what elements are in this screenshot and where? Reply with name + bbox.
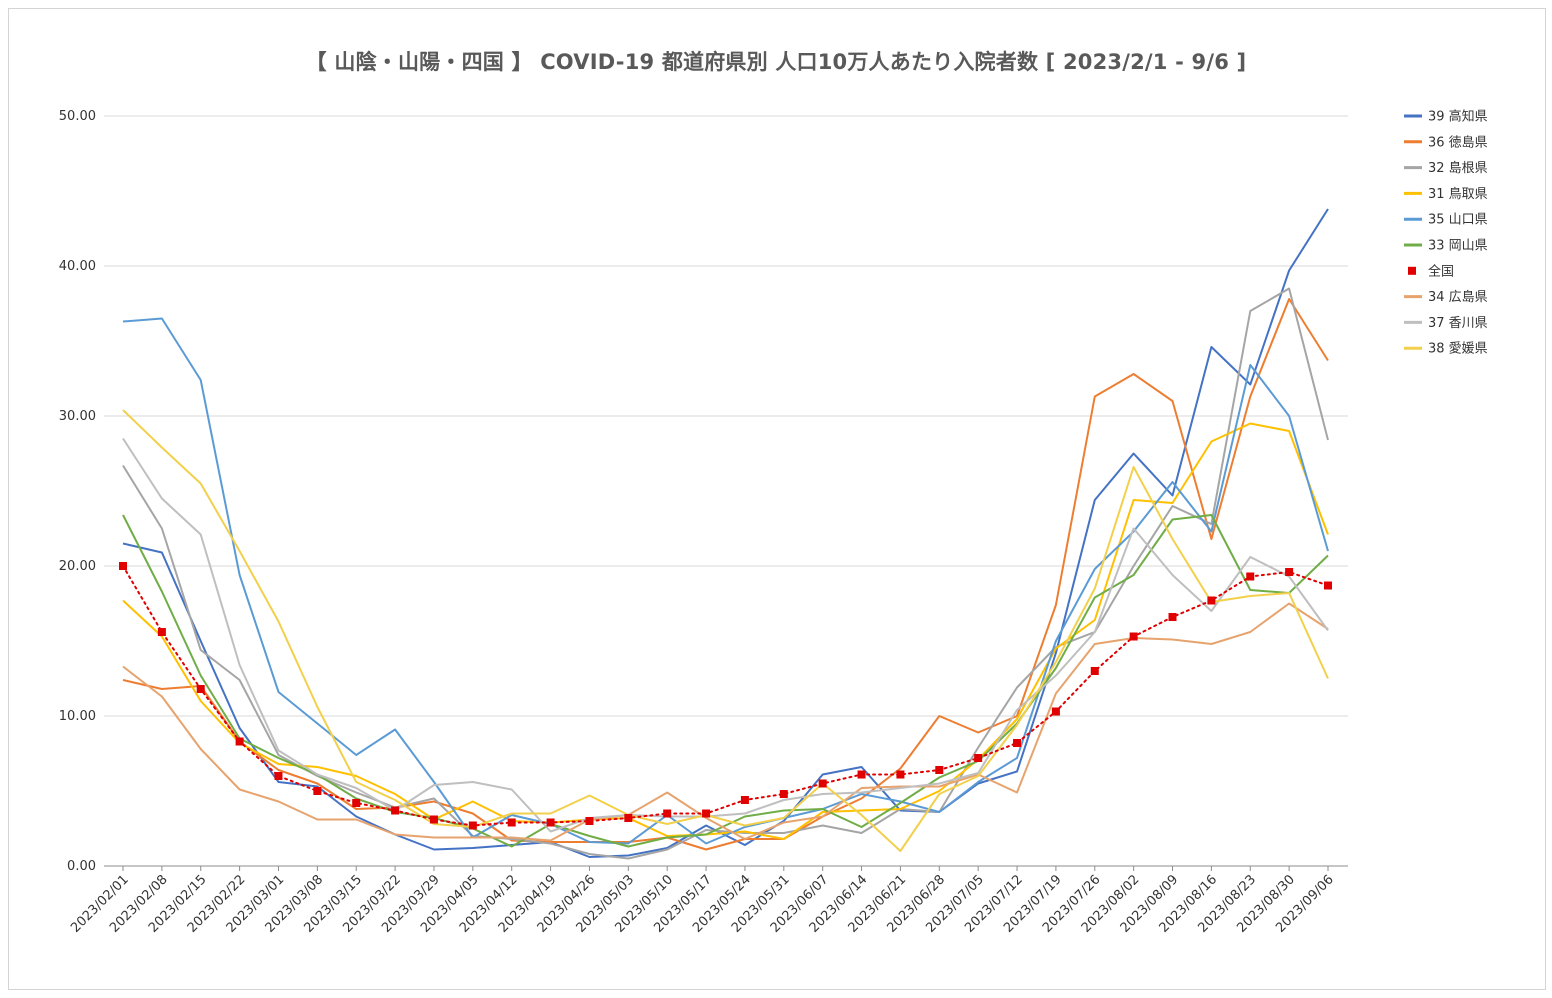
data-point-marker (1013, 739, 1022, 747)
legend-item: 32 島根県 (1404, 161, 1488, 176)
series-line (122, 208, 1329, 858)
data-point-marker (1285, 568, 1294, 576)
data-point-marker (663, 809, 672, 818)
legend-item: 36 徳島県 (1404, 135, 1488, 150)
series-line (122, 422, 1329, 840)
data-point-marker (468, 821, 477, 830)
series-5 (122, 514, 1329, 848)
legend-item: 33 岡山県 (1404, 239, 1488, 254)
legend-item: 31 鳥取県 (1404, 187, 1488, 202)
data-point-marker (352, 799, 361, 807)
series-4 (122, 317, 1329, 845)
data-point-marker (624, 814, 633, 822)
series-2 (122, 287, 1329, 860)
legend-label: 38 愛媛県 (1428, 342, 1488, 357)
data-point-marker (1246, 572, 1255, 581)
data-point-marker (1090, 667, 1099, 675)
data-point-marker (1207, 596, 1216, 605)
legend-marker (1408, 266, 1416, 275)
series-3 (122, 422, 1329, 840)
data-point-marker (274, 772, 283, 780)
legend-label: 37 香川県 (1428, 316, 1488, 331)
series-line (122, 602, 1329, 842)
data-point-marker (740, 796, 749, 804)
legend-label: 34 広島県 (1428, 290, 1488, 305)
legend-label: 31 鳥取県 (1428, 187, 1488, 202)
legend-item: 全国 (1408, 263, 1454, 279)
legend-label: 35 山口県 (1428, 213, 1488, 228)
y-tick-label: 30.00 (59, 409, 96, 424)
legend-label: 33 岡山県 (1428, 239, 1488, 254)
y-tick-label: 10.00 (59, 709, 96, 724)
series-7 (122, 602, 1329, 842)
data-point-marker (1168, 613, 1177, 621)
data-point-marker (585, 817, 594, 825)
gridlines (104, 115, 1348, 867)
series-line (122, 437, 1329, 833)
series-lines (119, 208, 1332, 860)
series-line (122, 287, 1329, 860)
data-point-marker (779, 790, 788, 798)
data-point-marker (429, 815, 438, 824)
y-tick-label: 0.00 (67, 859, 96, 874)
chart-title: 【 山陰・山陽・四国 】 COVID-19 都道府県別 人口10万人あたり入院者… (305, 50, 1247, 74)
legend-item: 39 高知県 (1404, 109, 1488, 125)
data-point-marker (1129, 632, 1138, 641)
data-point-marker (507, 818, 516, 827)
series-line-national (122, 565, 1329, 827)
y-axis-ticks: 0.00 10.00 20.00 30.00 40.00 50.00 (59, 109, 96, 874)
legend-label: 全国 (1428, 263, 1454, 279)
legend-item: 38 愛媛県 (1404, 342, 1488, 357)
series-line (122, 514, 1329, 848)
series-8 (122, 437, 1329, 833)
series-6 (119, 562, 1332, 830)
series-line (122, 409, 1329, 852)
legend-label: 39 高知県 (1428, 109, 1488, 125)
data-point-marker (196, 685, 205, 693)
x-axis-ticks: 2023/02/012023/02/082023/02/152023/02/22… (68, 866, 1337, 936)
data-point-marker (974, 754, 983, 762)
data-point-marker (896, 770, 905, 779)
data-point-marker (235, 737, 244, 746)
series-1 (122, 298, 1329, 851)
legend-label: 32 島根県 (1428, 161, 1488, 176)
series-line (122, 298, 1329, 851)
data-point-marker (391, 806, 400, 815)
legend-item: 35 山口県 (1404, 213, 1488, 228)
series-0 (122, 208, 1329, 858)
data-point-marker (1324, 581, 1332, 590)
data-point-marker (935, 766, 944, 774)
legend-label: 36 徳島県 (1428, 135, 1488, 150)
data-point-marker (818, 779, 827, 788)
data-point-marker (119, 562, 127, 570)
data-point-marker (313, 787, 322, 795)
data-point-marker (702, 809, 711, 818)
data-point-marker (546, 818, 555, 827)
data-point-marker (857, 770, 866, 779)
data-point-marker (157, 628, 166, 636)
y-tick-label: 40.00 (59, 259, 96, 274)
y-tick-label: 20.00 (59, 559, 96, 574)
series-line (122, 317, 1329, 845)
y-tick-label: 50.00 (59, 109, 96, 124)
series-9 (122, 409, 1329, 852)
data-point-marker (1051, 707, 1060, 716)
legend-item: 34 広島県 (1404, 290, 1488, 305)
legend-item: 37 香川県 (1404, 316, 1488, 331)
